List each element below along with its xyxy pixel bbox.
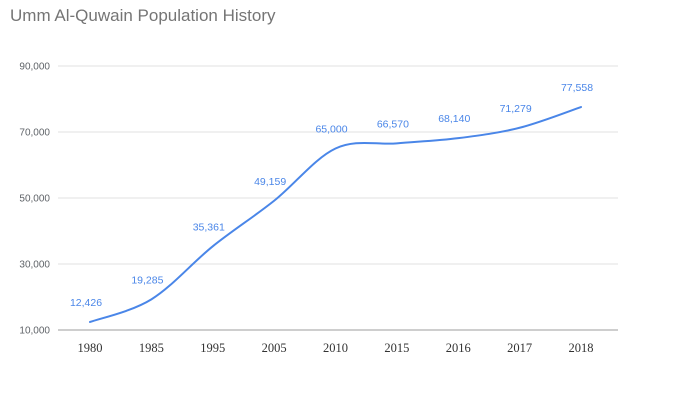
- x-tick-label: 1985: [139, 341, 164, 355]
- gridlines: [58, 65, 618, 331]
- x-tick-label: 2017: [507, 341, 532, 355]
- y-tick-label: 70,000: [19, 128, 50, 139]
- data-label: 49,159: [254, 176, 286, 188]
- data-labels: 12,426 19,285 35,361 49,159 65,000 66,570 68,1…: [70, 82, 593, 309]
- x-tick-label: 2005: [262, 341, 287, 355]
- data-label: 66,570: [377, 118, 409, 130]
- y-tick-label: 10,000: [19, 326, 50, 337]
- x-tick-label: 2018: [569, 341, 594, 355]
- x-tick-label: 1980: [78, 341, 103, 355]
- x-tick-label: 2016: [446, 341, 471, 355]
- y-tick-label: 90,000: [19, 62, 50, 73]
- data-label: 35,361: [193, 221, 225, 233]
- chart-title: Umm Al-Quwain Population History: [10, 6, 276, 25]
- series-line-layer: [89, 106, 582, 323]
- x-axis-ticks: 1980 1985 1995 2005 2010 2015 2016 2017 2018: [78, 341, 594, 355]
- series-line: [89, 106, 582, 323]
- data-label: 77,558: [561, 82, 593, 94]
- y-tick-label: 30,000: [19, 260, 50, 271]
- data-label: 65,000: [315, 124, 347, 136]
- data-label: 68,140: [438, 113, 470, 125]
- y-axis-ticks: 10,000 30,000 50,000 70,000 90,000: [19, 62, 50, 337]
- data-label: 19,285: [131, 274, 163, 286]
- x-tick-label: 2015: [384, 341, 409, 355]
- y-tick-label: 50,000: [19, 194, 50, 205]
- data-label: 71,279: [500, 103, 532, 115]
- x-tick-label: 1995: [200, 341, 225, 355]
- x-tick-label: 2010: [323, 341, 348, 355]
- data-label: 12,426: [70, 297, 102, 309]
